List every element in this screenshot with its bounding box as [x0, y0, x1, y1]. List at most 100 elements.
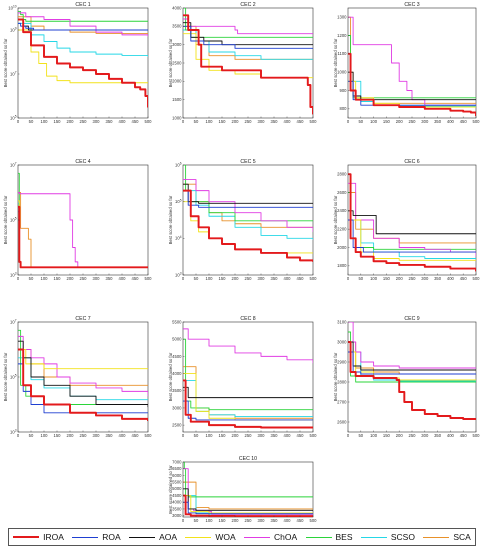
y-tick-label: 2500 — [172, 423, 182, 428]
x-tick-label: 300 — [421, 119, 429, 124]
legend-swatch — [72, 536, 99, 538]
series-line-iroa — [183, 14, 313, 115]
series-line-scso — [18, 22, 148, 57]
x-tick-label: 450 — [297, 119, 305, 124]
chart-title: CEC 10 — [239, 456, 257, 462]
legend: IROA ROA AOA WOA ChOA BES SCSO SCA — [8, 528, 476, 546]
y-tick-label: 4000 — [172, 500, 182, 505]
x-tick-label: 450 — [297, 518, 305, 523]
y-tick-label: 103 — [10, 272, 17, 278]
x-tick-label: 200 — [67, 119, 75, 124]
series-line-iroa — [18, 205, 148, 269]
legend-label: BES — [335, 532, 353, 542]
y-tick-label: 5000 — [172, 337, 182, 342]
x-tick-label: 50 — [29, 276, 34, 281]
legend-label: IROA — [43, 532, 64, 542]
x-tick-label: 200 — [396, 433, 404, 438]
y-tick-label: 5500 — [172, 319, 182, 324]
series-line-choa — [18, 12, 148, 37]
y-tick-label: 900 — [340, 88, 348, 93]
y-tick-label: 2800 — [337, 379, 347, 384]
chart-title: CEC 4 — [75, 159, 90, 165]
y-tick-label: 2600 — [337, 419, 347, 424]
x-tick-label: 100 — [370, 433, 378, 438]
legend-item-aoa: AOA — [129, 532, 177, 542]
x-tick-label: 500 — [145, 433, 153, 438]
x-tick-label: 200 — [232, 276, 240, 281]
y-tick-label: 2200 — [337, 227, 347, 232]
y-tick-label: 6000 — [172, 473, 182, 478]
y-tick-label: 3500 — [172, 388, 182, 393]
x-tick-label: 450 — [132, 119, 140, 124]
x-tick-label: 0 — [182, 518, 185, 523]
y-tick-label: 3500 — [172, 506, 182, 511]
panel-cec-1: 0 50 100 150 200 250 300 350 400 450 500 105 107 109 1… — [3, 2, 152, 124]
x-tick-label: 0 — [17, 433, 20, 438]
y-tick-label: 2400 — [337, 208, 347, 213]
x-tick-label: 150 — [219, 119, 227, 124]
y-tick-label: 107 — [10, 162, 17, 168]
x-tick-label: 100 — [206, 518, 214, 523]
x-tick-label: 150 — [383, 433, 391, 438]
legend-swatch — [13, 536, 40, 538]
legend-item-sca: SCA — [423, 532, 471, 542]
x-tick-label: 50 — [29, 433, 34, 438]
x-tick-label: 350 — [434, 276, 442, 281]
chart-title: CEC 7 — [75, 316, 90, 322]
plot-area — [17, 7, 149, 119]
series-line-aoa — [348, 71, 476, 101]
y-tick-label: 3000 — [172, 513, 182, 518]
x-tick-label: 400 — [284, 276, 292, 281]
x-tick-label: 100 — [41, 276, 49, 281]
x-tick-label: 50 — [358, 433, 363, 438]
y-tick-label: 2700 — [337, 399, 347, 404]
y-tick-label: 2000 — [337, 245, 347, 250]
x-tick-label: 500 — [310, 276, 318, 281]
series-line-aoa — [348, 210, 476, 235]
series-line-woa — [18, 349, 148, 370]
y-tick-label: 3500 — [172, 24, 182, 29]
legend-label: WOA — [215, 532, 236, 542]
y-axis-label: Best score obtained so far — [333, 38, 338, 87]
y-tick-label: 7000 — [172, 459, 182, 464]
y-tick-label: 2500 — [172, 60, 182, 65]
x-tick-label: 100 — [41, 433, 49, 438]
plot-area — [182, 164, 314, 276]
y-tick-label: 104 — [175, 235, 182, 241]
x-tick-label: 350 — [106, 433, 114, 438]
x-tick-label: 250 — [245, 518, 253, 523]
legend-swatch — [185, 536, 212, 538]
x-tick-label: 400 — [119, 119, 127, 124]
x-tick-label: 500 — [145, 119, 153, 124]
y-tick-label: 4500 — [172, 354, 182, 359]
x-tick-label: 0 — [182, 276, 185, 281]
x-tick-label: 300 — [421, 433, 429, 438]
x-tick-label: 50 — [194, 119, 199, 124]
y-tick-label: 105 — [10, 115, 17, 121]
series-line-bes — [183, 165, 313, 222]
x-tick-label: 250 — [245, 119, 253, 124]
legend-swatch — [129, 536, 156, 538]
chart-title: CEC 5 — [240, 159, 255, 165]
x-tick-label: 100 — [41, 119, 49, 124]
series-line-aoa — [183, 183, 313, 204]
x-tick-label: 450 — [460, 433, 468, 438]
series-line-roa — [348, 351, 476, 375]
panel-cec-7: 0 50 100 150 200 250 300 350 400 450 500 103 105 107 C… — [3, 316, 152, 438]
x-tick-label: 450 — [297, 276, 305, 281]
x-tick-label: 0 — [17, 119, 20, 124]
y-tick-label: 5500 — [172, 480, 182, 485]
x-tick-label: 350 — [271, 276, 279, 281]
y-axis-label: Best score obtained so far — [333, 195, 338, 244]
x-tick-label: 300 — [93, 433, 101, 438]
y-tick-label: 3000 — [172, 405, 182, 410]
series-line-bes — [348, 331, 476, 383]
x-tick-label: 450 — [132, 276, 140, 281]
y-tick-label: 103 — [175, 272, 182, 278]
y-tick-label: 4000 — [172, 5, 182, 10]
x-tick-label: 250 — [409, 276, 417, 281]
series-line-woa — [348, 219, 476, 261]
x-tick-label: 300 — [258, 433, 266, 438]
chart-title: CEC 2 — [240, 2, 255, 8]
panel-cec-6: 0 50 100 150 200 250 300 350 400 450 500 1800 2000 22… — [333, 159, 480, 281]
